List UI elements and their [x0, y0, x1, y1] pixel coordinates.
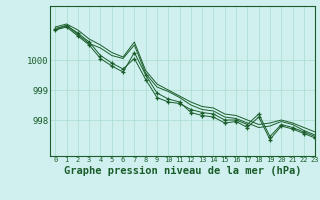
- X-axis label: Graphe pression niveau de la mer (hPa): Graphe pression niveau de la mer (hPa): [64, 166, 301, 176]
